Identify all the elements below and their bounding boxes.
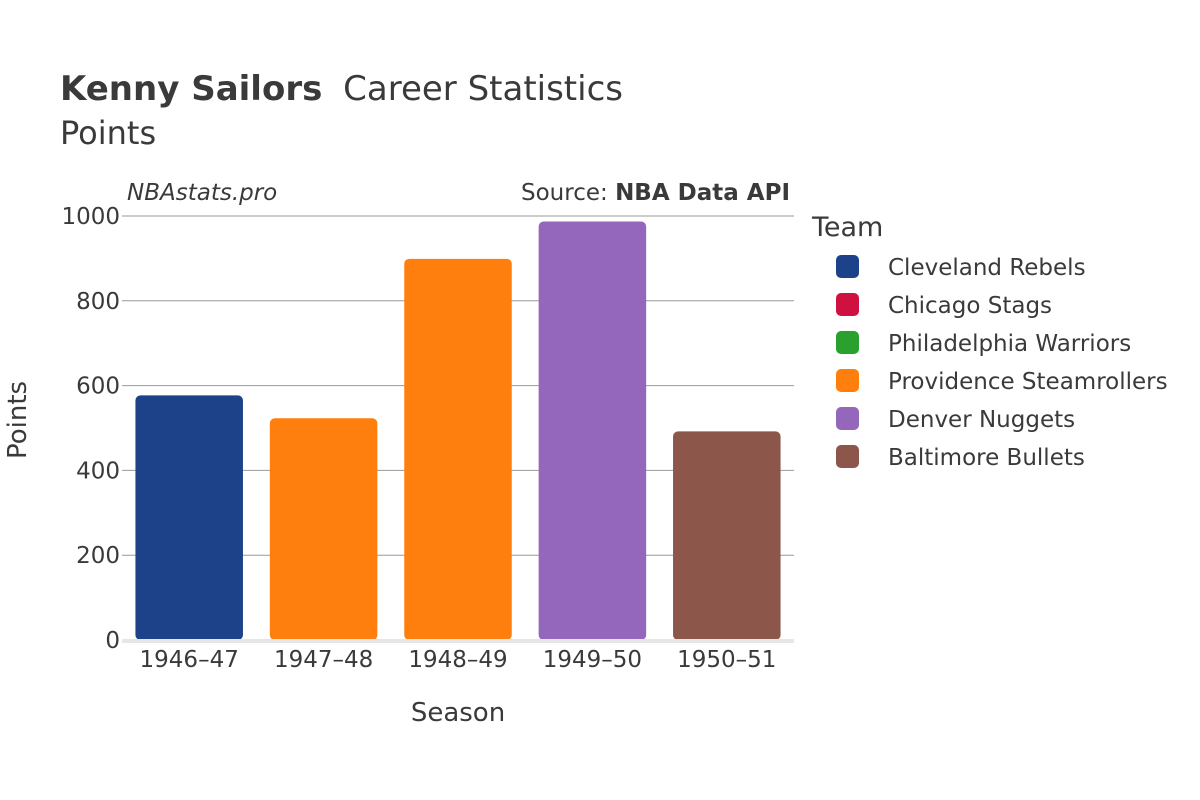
bar-1947–48-providence-steamrollers <box>269 418 378 640</box>
legend-label: Chicago Stags <box>888 293 1052 319</box>
legend-label: Providence Steamrollers <box>888 369 1168 395</box>
legend-label: Philadelphia Warriors <box>888 331 1131 357</box>
y-tick-label: 600 <box>76 374 120 400</box>
legend-swatch <box>836 407 859 430</box>
legend-label: Denver Nuggets <box>888 407 1075 433</box>
watermark: NBAstats.pro <box>127 180 277 206</box>
chart-title: Kenny Sailors Career Statistics <box>60 69 623 109</box>
y-axis-ticks: 0 200 400 600 800 1000 <box>61 204 120 654</box>
player-name: Kenny Sailors <box>60 69 322 109</box>
x-tick-label: 1950–51 <box>677 647 776 673</box>
x-tick-label: 1948–49 <box>408 647 507 673</box>
bar-1949–50-denver-nuggets <box>538 221 647 640</box>
chart-subtitle: Points <box>60 114 156 152</box>
x-tick-label: 1949–50 <box>543 647 642 673</box>
x-tick-label: 1947–48 <box>274 647 373 673</box>
y-axis-title: Points <box>3 381 33 459</box>
y-tick-label: 800 <box>76 289 120 315</box>
bar-1948–49-providence-steamrollers <box>404 258 512 640</box>
y-tick-label: 0 <box>105 628 120 654</box>
y-tick-label: 400 <box>76 458 120 484</box>
legend-swatch <box>836 331 859 354</box>
legend-title: Team <box>811 212 883 243</box>
x-axis-title: Season <box>411 698 505 728</box>
x-axis-ticks: 1946–47 1947–48 1948–49 1949–50 1950–51 <box>140 647 777 673</box>
legend-swatch <box>836 255 859 278</box>
source-text: Source: NBA Data API <box>521 180 790 206</box>
y-tick-label: 200 <box>76 543 120 569</box>
legend-label: Baltimore Bullets <box>888 445 1085 471</box>
bar-1950–51-baltimore-bullets <box>673 431 781 640</box>
source-name: NBA Data API <box>615 180 790 206</box>
source-label: Source: <box>521 180 615 206</box>
legend-swatch <box>836 293 859 316</box>
legend-label: Cleveland Rebels <box>888 255 1086 281</box>
bar-1946–47-cleveland-rebels <box>135 395 243 640</box>
y-tick-label: 1000 <box>61 204 120 230</box>
bars <box>135 221 781 640</box>
x-tick-label: 1946–47 <box>140 647 239 673</box>
title-rest: Career Statistics <box>343 69 623 109</box>
legend-swatch <box>836 445 859 468</box>
legend: Cleveland Rebels Chicago Stags Philadelphi… <box>836 255 1168 471</box>
legend-swatch <box>836 369 859 392</box>
